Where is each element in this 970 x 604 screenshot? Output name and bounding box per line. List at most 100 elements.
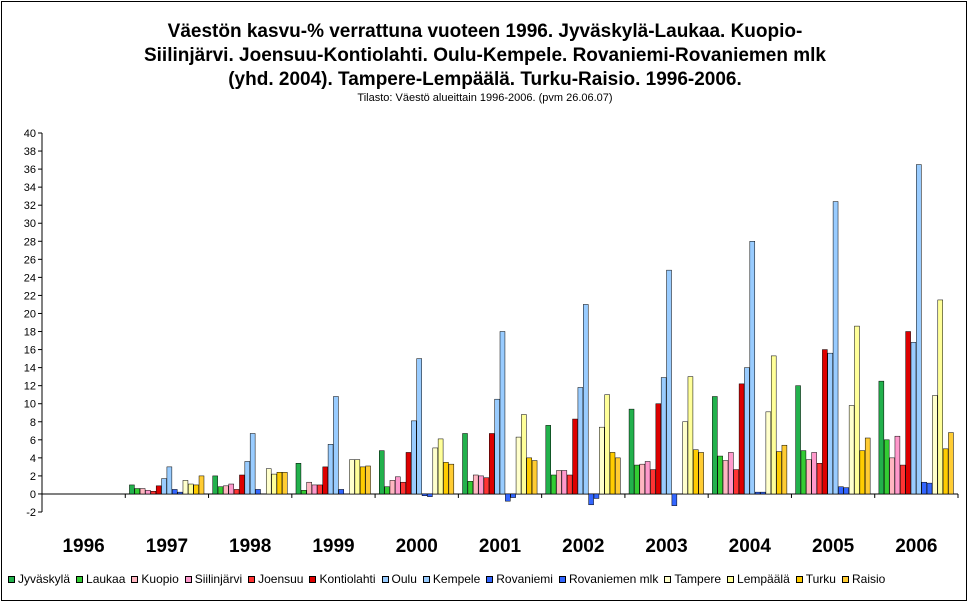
bar <box>550 474 557 495</box>
x-category-label: 2000 <box>396 536 438 557</box>
legend-label: Lempäälä <box>737 572 790 586</box>
bar <box>400 481 406 495</box>
bar <box>698 452 704 495</box>
bar <box>188 483 194 495</box>
bar <box>271 473 277 495</box>
y-tick-label: 12 <box>24 381 36 393</box>
bar <box>644 461 651 495</box>
legend-item: Siilinjärvi <box>184 572 243 586</box>
legend-swatch <box>184 575 192 583</box>
x-category-label: 2006 <box>895 536 937 557</box>
bar <box>650 469 656 495</box>
legend-item: Jyväskylä <box>8 572 70 586</box>
bar <box>878 380 885 495</box>
legend-item: Joensuu <box>248 572 303 586</box>
bar <box>795 385 801 495</box>
bar <box>521 414 527 495</box>
bar <box>926 482 933 495</box>
bar <box>781 444 788 495</box>
y-tick-label: 34 <box>24 182 36 194</box>
bar <box>744 367 750 495</box>
bar <box>905 331 911 495</box>
bar <box>306 481 312 495</box>
bar <box>467 481 474 495</box>
x-category-label: 2004 <box>729 536 772 557</box>
bar <box>384 486 390 495</box>
bar <box>462 433 468 495</box>
bar <box>421 493 428 497</box>
bar <box>583 304 589 495</box>
bar <box>379 450 385 495</box>
y-tick-label: 30 <box>24 218 36 230</box>
bar <box>722 460 729 495</box>
bar <box>682 421 688 495</box>
legend-label: Kontiolahti <box>319 572 376 586</box>
legend-item: Rovaniemi <box>486 572 553 586</box>
legend-swatch <box>422 575 430 583</box>
bar <box>472 474 479 495</box>
bar <box>733 469 739 495</box>
bar <box>628 408 635 495</box>
bar <box>760 491 766 495</box>
bar <box>265 468 272 495</box>
bar <box>129 484 135 495</box>
bar <box>561 470 568 495</box>
bar <box>276 472 283 495</box>
bar <box>255 489 261 495</box>
bar <box>615 457 621 495</box>
x-category-label: 1996 <box>62 536 104 557</box>
legend-item: Tampere <box>664 572 721 586</box>
bar <box>800 450 807 495</box>
bar <box>728 452 734 495</box>
bar <box>349 459 355 495</box>
bar <box>405 452 412 495</box>
legend-item: Kontiolahti <box>309 572 376 586</box>
legend-swatch <box>131 575 139 583</box>
bar <box>838 486 844 495</box>
legend-item: Oulu <box>381 572 417 586</box>
x-category-label: 2001 <box>479 536 522 557</box>
bar <box>166 466 173 495</box>
y-tick-label: -2 <box>26 507 36 519</box>
legend-label: Raisio <box>851 572 886 586</box>
y-tick-label: 18 <box>24 327 36 339</box>
bar <box>832 201 839 495</box>
legend-item: Laukaa <box>76 572 125 586</box>
bar <box>609 452 616 495</box>
bar <box>749 241 756 495</box>
bar <box>948 432 954 495</box>
bar <box>427 493 433 497</box>
bar <box>322 466 328 495</box>
x-category-label: 1997 <box>146 536 188 557</box>
bar <box>301 490 307 495</box>
bar <box>359 466 366 495</box>
bar <box>437 438 444 495</box>
legend-item: Raisio <box>841 572 886 586</box>
legend-label: Siilinjärvi <box>194 572 243 586</box>
bar <box>499 331 506 495</box>
bar <box>145 490 151 495</box>
bar <box>223 485 229 495</box>
legend-label: Tampere <box>674 572 722 586</box>
y-tick-label: 6 <box>30 435 36 447</box>
bar <box>717 455 723 495</box>
legend-label: Laukaa <box>86 572 126 586</box>
bar <box>212 475 218 495</box>
legend-swatch <box>8 575 15 583</box>
bar <box>593 493 600 499</box>
bar <box>177 491 183 495</box>
bar <box>443 462 449 495</box>
legend-label: Joensuu <box>258 572 304 586</box>
y-tick-label: 32 <box>24 200 36 212</box>
bar <box>389 480 396 495</box>
bar <box>687 376 694 495</box>
legend-item: Turku <box>795 572 836 586</box>
legend-label: Kuopio <box>141 572 179 586</box>
bar <box>239 474 245 495</box>
legend-label: Oulu <box>391 572 417 586</box>
bar <box>432 447 438 495</box>
bar <box>738 383 745 495</box>
bar <box>854 325 860 495</box>
bar <box>921 481 927 495</box>
